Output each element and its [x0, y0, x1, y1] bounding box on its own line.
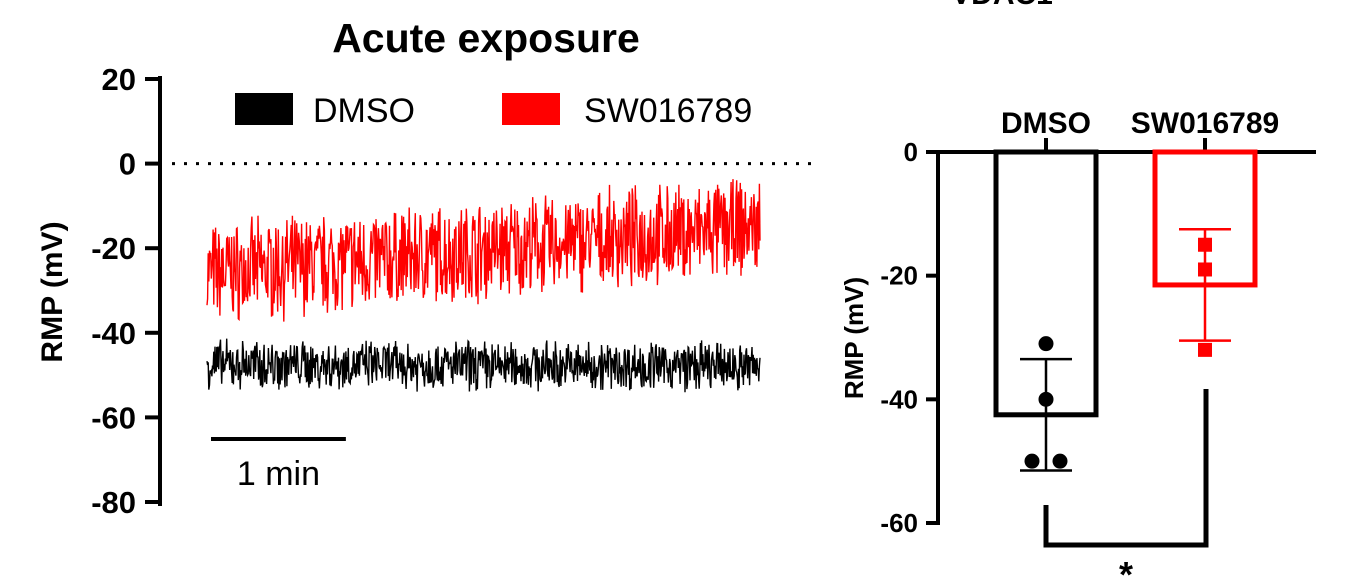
legend-label-dmso: DMSO: [313, 92, 415, 130]
category-label-dmso: DMSO: [1001, 107, 1091, 140]
time-scale-bar-label: 1 min: [237, 455, 320, 493]
bar-y-tick-label: -20: [880, 261, 918, 291]
data-point: [1024, 453, 1040, 469]
trace-y-axis-label: RMP (mV): [36, 221, 69, 362]
legend-swatch-dmso: [235, 93, 293, 125]
legend-label-sw016789: SW016789: [584, 92, 752, 130]
bar-y-tick-label: -40: [880, 384, 918, 414]
significance-marker: *: [1119, 554, 1133, 587]
data-point: [1198, 262, 1212, 277]
bar-y-axis-label: RMP (mV): [839, 277, 869, 399]
trace-y-tick-label: 0: [119, 147, 136, 182]
trace-y-tick-label: -60: [91, 400, 136, 435]
category-label-sw016789: SW016789: [1131, 107, 1279, 140]
data-point: [1052, 453, 1068, 469]
trace-chart-title: Acute exposure: [332, 15, 640, 61]
bar-chart: 0 -20 -40 -60 RMP (mV) DMSO SW016789 *: [839, 107, 1316, 587]
trace-dmso: [206, 338, 761, 393]
trace-y-tick-label: -20: [91, 231, 136, 266]
trace-y-tick-label: -80: [91, 485, 136, 520]
data-point: [1038, 391, 1054, 407]
significance-bracket: [1043, 389, 1209, 548]
legend-swatch-sw016789: [502, 93, 560, 125]
trace-y-tick-label: -40: [91, 316, 136, 351]
trace-sw016789: [206, 179, 761, 322]
trace-y-ticks: 20 0 -20 -40 -60 -80: [91, 62, 160, 520]
trace-chart: Acute exposure 200-20-40-60-80 RMP (mV) …: [36, 15, 818, 520]
data-point: [1198, 237, 1212, 252]
data-point: [1038, 336, 1054, 352]
trace-y-tick-label: 20: [102, 62, 136, 97]
data-point: [1198, 342, 1212, 357]
top-cut-label: VDAC1: [951, 0, 1053, 11]
bar-y-tick-label: -60: [880, 508, 918, 538]
bar-y-tick-label: 0: [904, 137, 918, 167]
bar-y-ticks: 0 -20 -40 -60: [880, 137, 938, 538]
